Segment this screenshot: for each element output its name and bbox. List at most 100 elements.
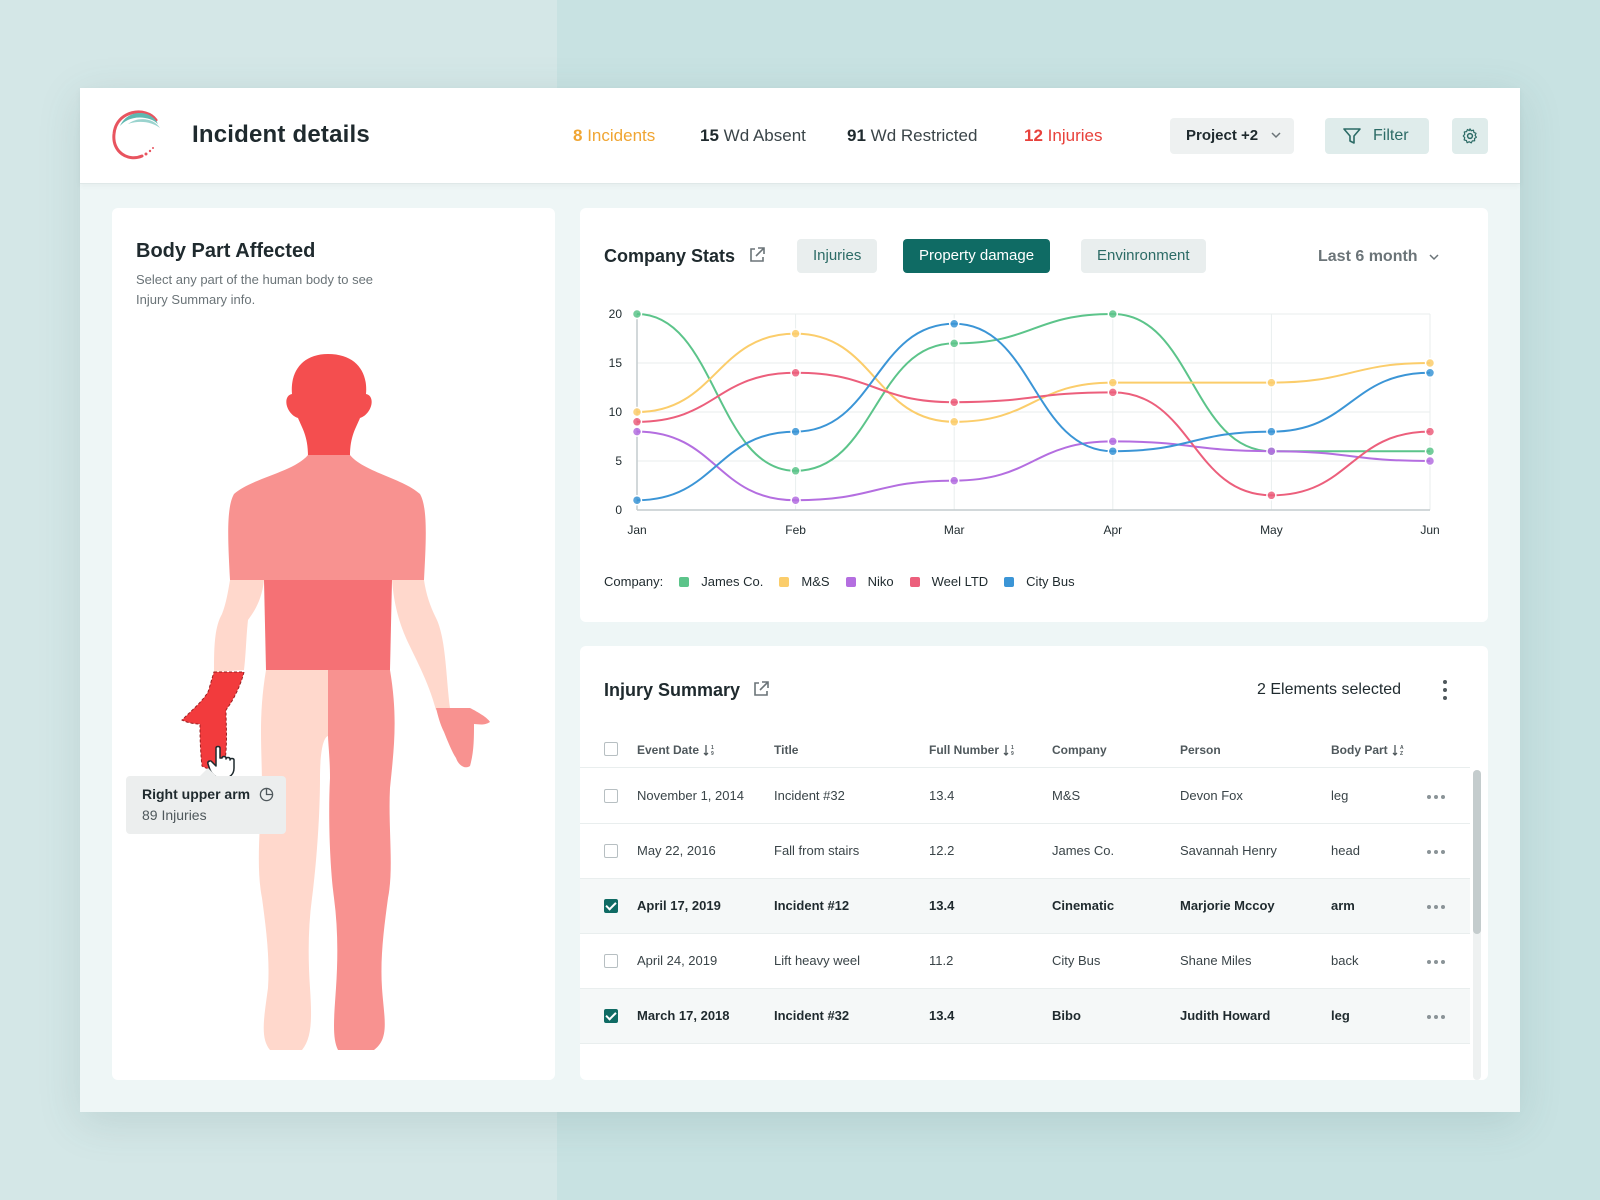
cell-event-date: May 22, 2016 — [637, 843, 716, 858]
cell-full-number: 13.4 — [929, 1008, 955, 1023]
row-checkbox[interactable] — [604, 1009, 618, 1023]
cell-full-number: 12.2 — [929, 843, 955, 858]
data-point — [790, 328, 801, 339]
x-tick-label: Jun — [1420, 523, 1439, 537]
stat-wd-restricted-count: 91 — [847, 126, 866, 145]
data-point — [1107, 377, 1119, 388]
data-point — [790, 367, 801, 379]
more-dots-icon[interactable] — [1426, 959, 1446, 965]
series-line — [636, 322, 1431, 502]
gear-icon — [1462, 128, 1477, 144]
more-dots-icon[interactable] — [1426, 904, 1446, 910]
more-dots-icon[interactable] — [1426, 1014, 1446, 1020]
stat-wd-restricted[interactable]: 91 Wd Restricted — [847, 126, 977, 146]
data-point — [1266, 426, 1277, 437]
body-part-abdomen[interactable] — [264, 580, 392, 670]
filter-icon — [1343, 128, 1361, 144]
column-header-person[interactable]: Person — [1180, 743, 1221, 757]
body-part-head[interactable] — [286, 354, 372, 456]
tab-injuries[interactable]: Injuries — [797, 239, 878, 273]
body-part-right-upper-arm-selected[interactable] — [181, 671, 245, 770]
chevron-down-icon — [1271, 132, 1281, 139]
external-link-icon[interactable] — [752, 680, 770, 698]
scrollbar-thumb[interactable] — [1473, 770, 1481, 934]
table-row[interactable]: November 1, 2014 Incident #32 13.4 M&S Devon… — [580, 769, 1470, 824]
sort-icon: 19 — [1003, 745, 1014, 757]
x-tick-label: Mar — [944, 523, 965, 537]
project-select[interactable]: Project +2 — [1170, 118, 1294, 154]
row-checkbox[interactable] — [604, 954, 618, 968]
legend-item[interactable]: Niko — [845, 574, 894, 589]
table-row[interactable]: March 17, 2018 Incident #32 13.4 Bibo Judith… — [580, 989, 1470, 1044]
filter-button-label: Filter — [1373, 127, 1409, 144]
y-tick-label: 20 — [609, 307, 623, 321]
stat-wd-absent[interactable]: 15 Wd Absent — [700, 126, 806, 146]
stat-wd-absent-count: 15 — [700, 126, 719, 145]
svg-text:9: 9 — [711, 751, 714, 756]
data-point — [948, 396, 960, 408]
cell-company: M&S — [1052, 788, 1081, 803]
row-checkbox[interactable] — [604, 899, 618, 913]
data-point — [1424, 426, 1436, 437]
external-link-icon[interactable] — [748, 246, 766, 264]
cell-title: Incident #32 — [774, 1008, 850, 1023]
human-body-figure — [181, 354, 490, 1050]
data-point — [631, 308, 643, 320]
y-tick-label: 15 — [609, 356, 623, 370]
body-part-title: Body Part Affected — [136, 240, 316, 262]
body-part-right-hand[interactable] — [436, 708, 490, 768]
tab-property-damage[interactable]: Property damage — [903, 239, 1051, 273]
body-part-chest[interactable] — [228, 455, 426, 580]
legend-item-label: M&S — [801, 574, 830, 589]
body-part-left-leg[interactable] — [258, 670, 328, 1050]
tab-environment[interactable]: Envinronment — [1081, 239, 1206, 273]
filter-button[interactable]: Filter — [1325, 118, 1429, 154]
kebab-menu-icon[interactable] — [1442, 679, 1448, 701]
svg-text:1: 1 — [1011, 745, 1014, 751]
table-scrollbar[interactable] — [1473, 770, 1481, 1080]
row-checkbox[interactable] — [604, 844, 618, 858]
legend-item[interactable]: James Co. — [679, 574, 763, 589]
column-header-body-part[interactable]: Body Part A Z — [1331, 743, 1406, 757]
stat-incidents[interactable]: 8 Incidents — [573, 126, 655, 146]
table-row[interactable]: April 24, 2019 Lift heavy weel 11.2 City Bu… — [580, 934, 1470, 989]
data-point — [1424, 455, 1436, 467]
body-part-right-leg[interactable] — [328, 670, 395, 1050]
table-row[interactable]: April 17, 2019 Incident #12 13.4 Cinematic M… — [580, 879, 1470, 934]
logo-icon — [112, 110, 160, 160]
legend-item[interactable]: M&S — [779, 574, 830, 589]
legend-item[interactable]: Weel LTD — [909, 574, 989, 589]
table-row[interactable]: May 22, 2016 Fall from stairs 12.2 James Co… — [580, 824, 1470, 879]
cell-company: James Co. — [1052, 843, 1115, 858]
column-header-title[interactable]: Title — [774, 743, 799, 757]
more-dots-icon[interactable] — [1426, 849, 1446, 855]
data-point — [1424, 445, 1436, 457]
svg-text:A: A — [1400, 745, 1404, 751]
column-header-event-date[interactable]: Event Date 1 9 — [637, 743, 717, 757]
pie-chart-icon[interactable] — [259, 787, 274, 802]
column-header-full-number[interactable]: Full Number 1 9 — [929, 743, 1017, 757]
cell-body-part: leg — [1331, 788, 1349, 803]
legend-swatch — [845, 577, 856, 587]
cell-company: City Bus — [1052, 953, 1101, 968]
select-all-checkbox[interactable] — [604, 742, 618, 756]
legend-swatch — [779, 577, 790, 587]
data-point — [790, 465, 801, 477]
cell-event-date: November 1, 2014 — [637, 788, 744, 803]
chart-legend: Company: James Co. M&S Niko Weel LTD City Bus — [604, 574, 1075, 589]
row-checkbox[interactable] — [604, 789, 618, 803]
data-point — [1266, 490, 1277, 501]
data-point — [948, 416, 960, 428]
body-part-left-arm[interactable] — [214, 580, 264, 672]
legend-swatch — [909, 577, 920, 587]
legend-item-label: Weel LTD — [931, 574, 989, 589]
stat-injuries[interactable]: 12 Injuries — [1024, 126, 1102, 146]
settings-button[interactable] — [1452, 118, 1488, 154]
legend-item[interactable]: City Bus — [1004, 574, 1075, 589]
series-line — [636, 312, 1430, 472]
data-point — [790, 426, 801, 437]
more-dots-icon[interactable] — [1426, 794, 1446, 800]
column-header-company[interactable]: Company — [1052, 743, 1107, 757]
body-part-right-arm[interactable] — [392, 580, 450, 710]
period-select[interactable]: Last 6 month — [1318, 248, 1440, 266]
